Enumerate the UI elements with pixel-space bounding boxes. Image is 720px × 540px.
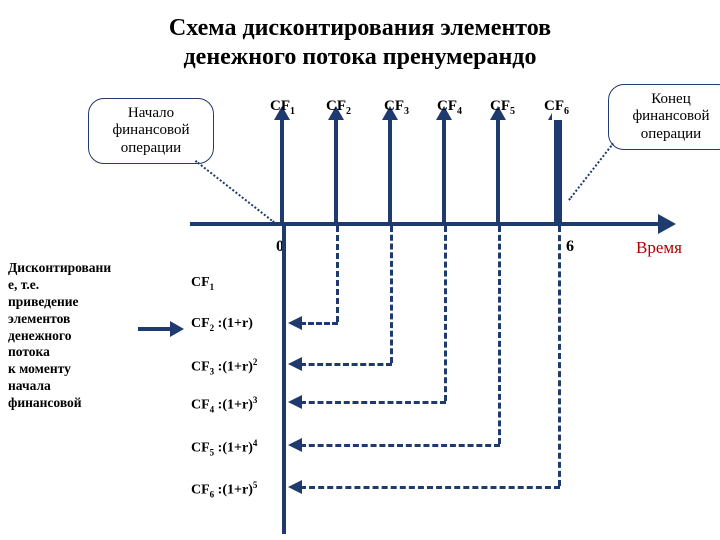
cf-arrow-4 [442,120,446,222]
dash-vertical-5 [498,226,501,444]
side-arrow-line [138,327,172,331]
dash-vertical-2 [336,226,339,322]
callout-connector [568,143,614,201]
side-arrow-icon [170,321,184,337]
discount-formula-1: CF1 [191,275,214,292]
dash-vertical-6 [558,226,561,486]
discount-formula-3: CF3 :(1+r)2 [191,357,257,376]
axis-tick-6: 6 [566,238,574,256]
dash-arrow-icon-5 [288,438,302,452]
dash-arrow-icon-6 [288,480,302,494]
cf-arrow-1 [280,120,284,222]
dash-arrow-icon-2 [288,316,302,330]
cf-arrow-7 [558,120,562,222]
dash-horizontal-4 [300,401,446,404]
callout-start: Начало финансовой операции [88,98,214,164]
cf-label-1: CF1 [270,98,295,117]
discount-formula-6: CF6 :(1+r)5 [191,480,257,499]
cf-label-4: CF4 [437,98,462,117]
dash-arrow-icon-3 [288,357,302,371]
dash-horizontal-5 [300,444,500,447]
title-line-1: Схема дисконтирования элементов [169,15,551,41]
time-axis-arrow-icon [658,214,676,234]
discount-formula-4: CF4 :(1+r)3 [191,395,257,414]
diagram-root: { "title": { "line1": "Схема дисконтиров… [0,0,720,540]
cf-arrow-5 [496,120,500,222]
side-explanation: Дисконтирование, т.е.приведениеэлементов… [8,260,158,412]
cf-label-6: CF6 [544,98,569,117]
discount-formula-2: CF2 :(1+r) [191,316,253,333]
cf-arrow-2 [334,120,338,222]
cf-arrow-3 [388,120,392,222]
dash-horizontal-3 [300,363,392,366]
time-axis [190,222,660,226]
callout-connector [195,160,275,223]
dash-vertical-3 [390,226,393,363]
callout-end: Конец финансовой операции [608,84,720,150]
cf-label-3: CF3 [384,98,409,117]
cf-label-2: CF2 [326,98,351,117]
discount-formula-5: CF5 :(1+r)4 [191,438,257,457]
dash-horizontal-6 [300,486,560,489]
cf-label-5: CF5 [490,98,515,117]
title-line-2: денежного потока пренумерандо [184,44,537,70]
present-value-axis [282,226,286,534]
dash-vertical-4 [444,226,447,401]
diagram-title: Схема дисконтирования элементов денежног… [0,14,720,72]
dash-horizontal-2 [300,322,338,325]
time-axis-label: Время [636,238,682,258]
dash-arrow-icon-4 [288,395,302,409]
